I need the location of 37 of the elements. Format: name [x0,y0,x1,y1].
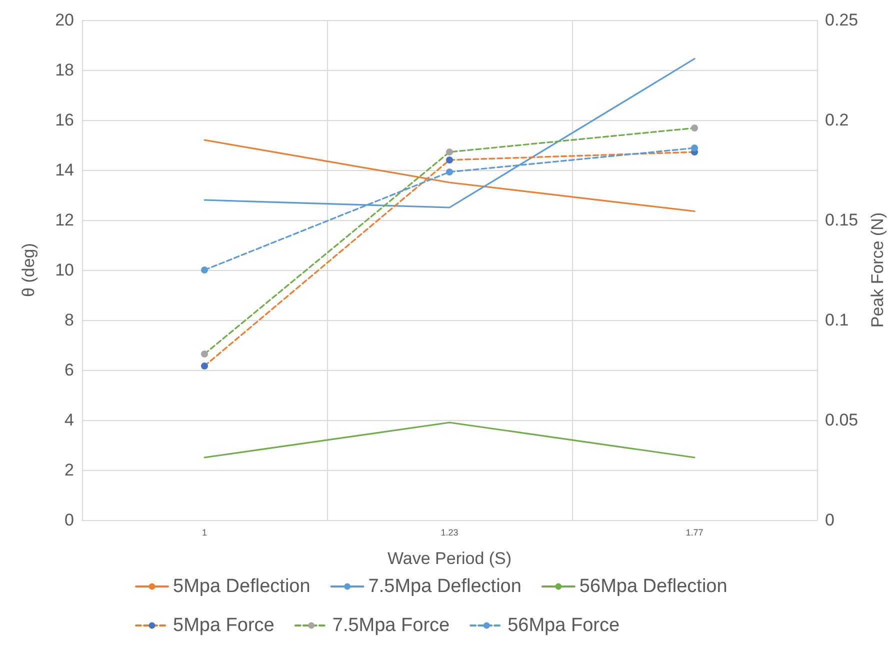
y-tick-label: 0 [64,510,74,530]
y-tick-label: 16 [55,110,74,130]
point [691,124,698,132]
point [201,350,208,358]
y2-axis-title: Peak Force (N) [868,212,887,328]
x-tick-label: 1.23 [440,528,458,538]
y2-tick-label: 0.05 [825,410,858,430]
legend-label: 56Mpa Deflection [579,576,728,597]
y-tick-label: 12 [55,210,74,230]
point [446,156,454,164]
point [201,266,208,274]
x-tick-label: 1.77 [686,528,704,538]
legend-label: 5Mpa Deflection [173,576,310,597]
y2-tick-label: 0.15 [825,210,858,230]
point [691,144,698,152]
y2-tick-label: 0.25 [825,10,858,30]
y-tick-label: 8 [64,310,74,330]
y-tick-label: 2 [64,460,74,480]
x-axis-title: Wave Period (S) [387,549,512,568]
point [446,148,454,156]
point [201,362,208,370]
y-tick-label: 18 [55,60,74,80]
y-tick-label: 4 [64,410,74,430]
y-tick-label: 10 [55,260,74,280]
y-tick-label: 20 [55,10,74,30]
y2-tick-label: 0.1 [825,310,849,330]
y-tick-label: 14 [55,160,74,180]
legend-label: 5Mpa Force [173,615,274,636]
y2-tick-label: 0 [825,510,834,530]
legend-label: 7.5Mpa Force [332,615,450,636]
legend-label: 56Mpa Force [508,615,620,636]
point [446,168,454,176]
y-tick-label: 6 [64,360,74,380]
x-tick-label: 1 [202,528,208,538]
y2-tick-label: 0.2 [825,110,849,130]
y-axis-title: θ (deg) [19,243,38,297]
legend-label: 7.5Mpa Deflection [368,576,522,597]
